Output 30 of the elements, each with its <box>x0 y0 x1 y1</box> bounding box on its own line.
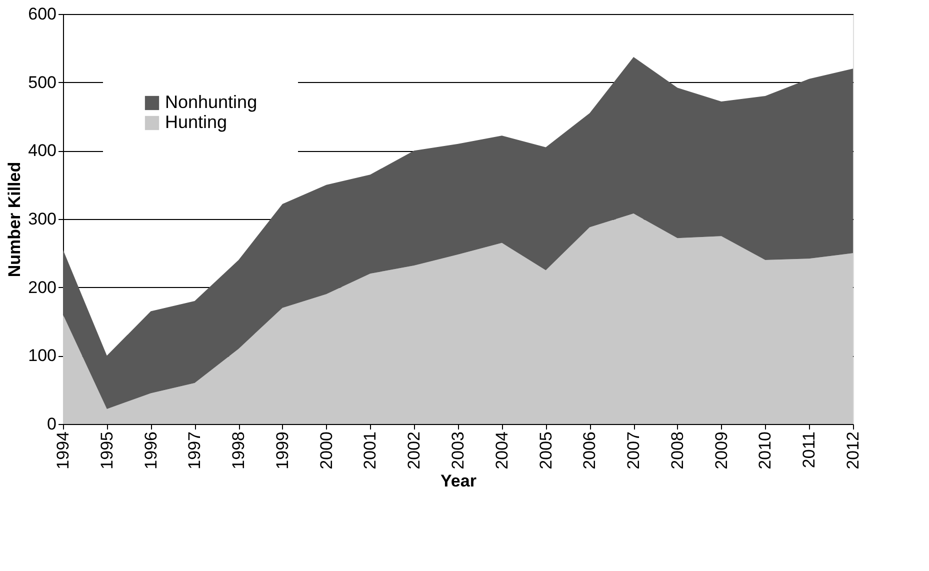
y-tick-label: 400 <box>28 141 56 160</box>
x-tick-label: 2001 <box>360 432 380 470</box>
y-tick-label: 600 <box>28 4 56 24</box>
x-tick-label: 2002 <box>404 432 424 470</box>
x-axis-title: Year <box>440 471 477 490</box>
x-tick-label: 2010 <box>756 432 775 470</box>
y-tick-label: 300 <box>28 210 56 228</box>
x-tick-label: 1999 <box>272 432 292 470</box>
x-tick-label: 2003 <box>448 432 468 470</box>
y-tick-label: 0 <box>47 414 56 434</box>
x-tick-label: 2012 <box>844 432 862 470</box>
y-tick-label: 200 <box>28 278 56 297</box>
x-tick-label: 1998 <box>229 432 248 470</box>
x-tick-label: 2000 <box>316 432 336 470</box>
y-axis-title: Number Killed <box>5 162 24 278</box>
y-tick-label: 100 <box>28 346 56 366</box>
x-tick-label: 2007 <box>624 432 644 470</box>
x-tick-label: 1995 <box>97 432 116 470</box>
x-tick-label: 1994 <box>54 432 72 470</box>
x-tick-label: 2008 <box>668 432 687 470</box>
x-tick-label: 1997 <box>185 432 204 470</box>
x-tick-label: 2006 <box>580 432 600 470</box>
x-tick-label: 2009 <box>712 432 731 470</box>
y-tick-label: 500 <box>28 72 56 92</box>
x-tick-label: 1996 <box>141 432 160 470</box>
legend-label: Nonhunting <box>165 92 258 112</box>
x-tick-label: 2004 <box>492 432 512 470</box>
legend-label: Hunting <box>165 112 228 132</box>
x-tick-label: 2005 <box>536 432 556 470</box>
x-tick-label: 2011 <box>800 432 819 468</box>
